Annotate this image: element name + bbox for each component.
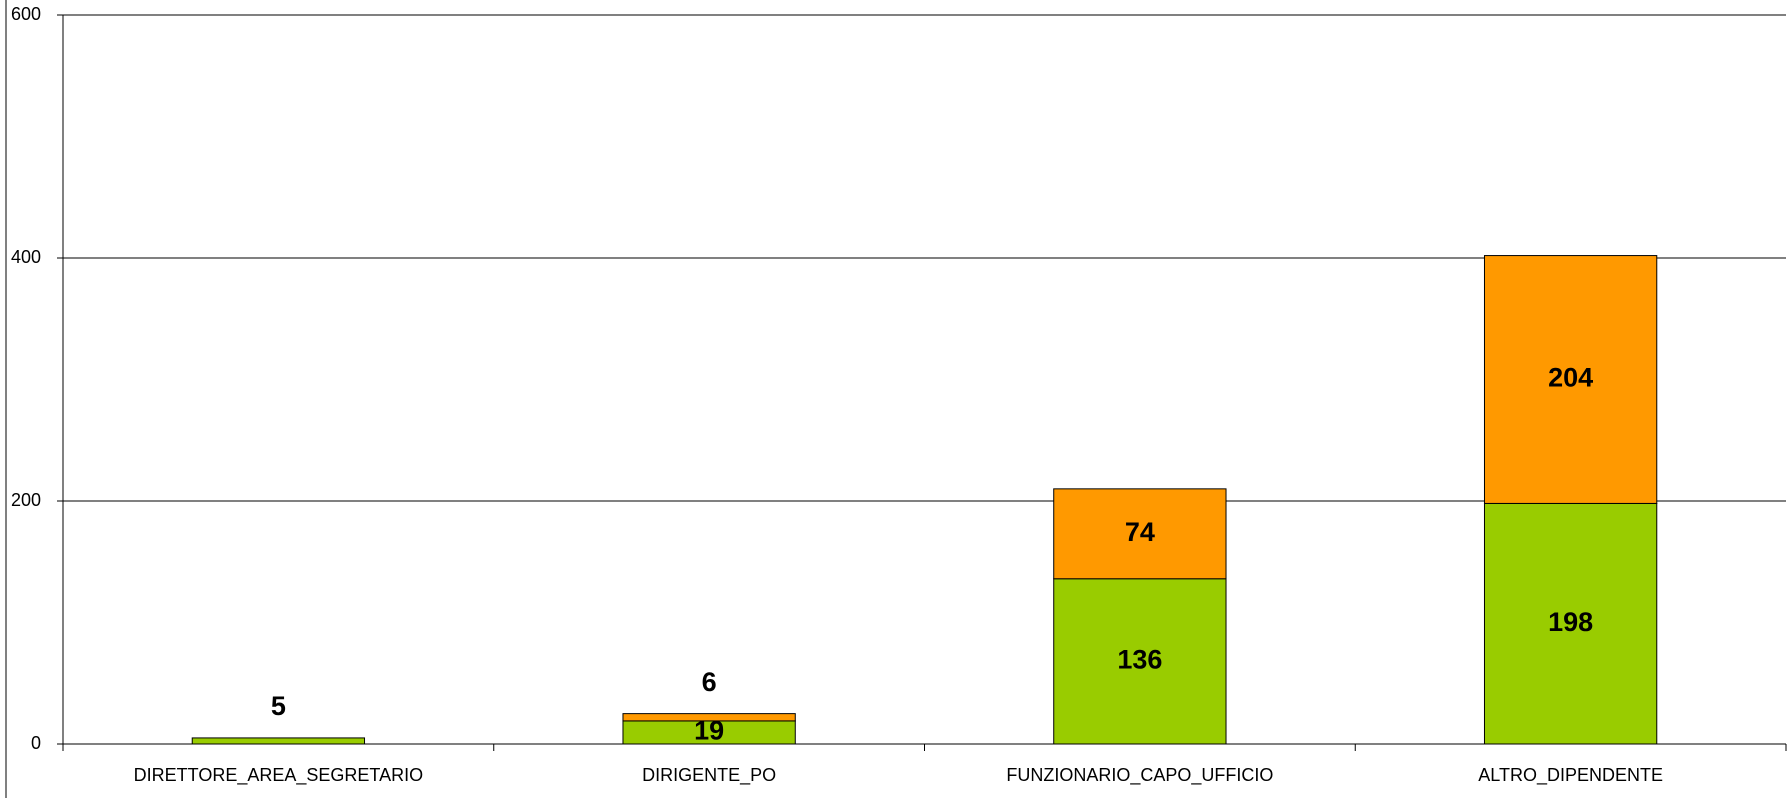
- data-label: 204: [1548, 363, 1593, 393]
- y-tick-label: 400: [11, 247, 41, 267]
- data-label: 5: [271, 691, 286, 721]
- bar-segment: [1483, 502, 1658, 745]
- data-label: 19: [694, 716, 724, 746]
- y-tick-label: 600: [11, 4, 41, 24]
- x-tick-label: ALTRO_DIPENDENTE: [1478, 765, 1663, 786]
- data-label: 198: [1548, 607, 1593, 637]
- bar-segment: [1053, 488, 1227, 580]
- data-label: 6: [702, 667, 717, 697]
- bar-segment: [1483, 255, 1658, 504]
- bar-segment: [622, 713, 796, 722]
- x-tick-label: DIRIGENTE_PO: [642, 765, 776, 786]
- bar-segment: [1053, 578, 1227, 745]
- y-tick-label: 0: [31, 733, 41, 753]
- y-tick-label: 200: [11, 490, 41, 510]
- bar-segment: [191, 737, 366, 745]
- data-label: 136: [1117, 645, 1162, 675]
- x-tick-label: FUNZIONARIO_CAPO_UFFICIO: [1006, 765, 1273, 786]
- data-label: 74: [1125, 517, 1155, 547]
- x-tick-label: DIRETTORE_AREA_SEGRETARIO: [134, 765, 423, 786]
